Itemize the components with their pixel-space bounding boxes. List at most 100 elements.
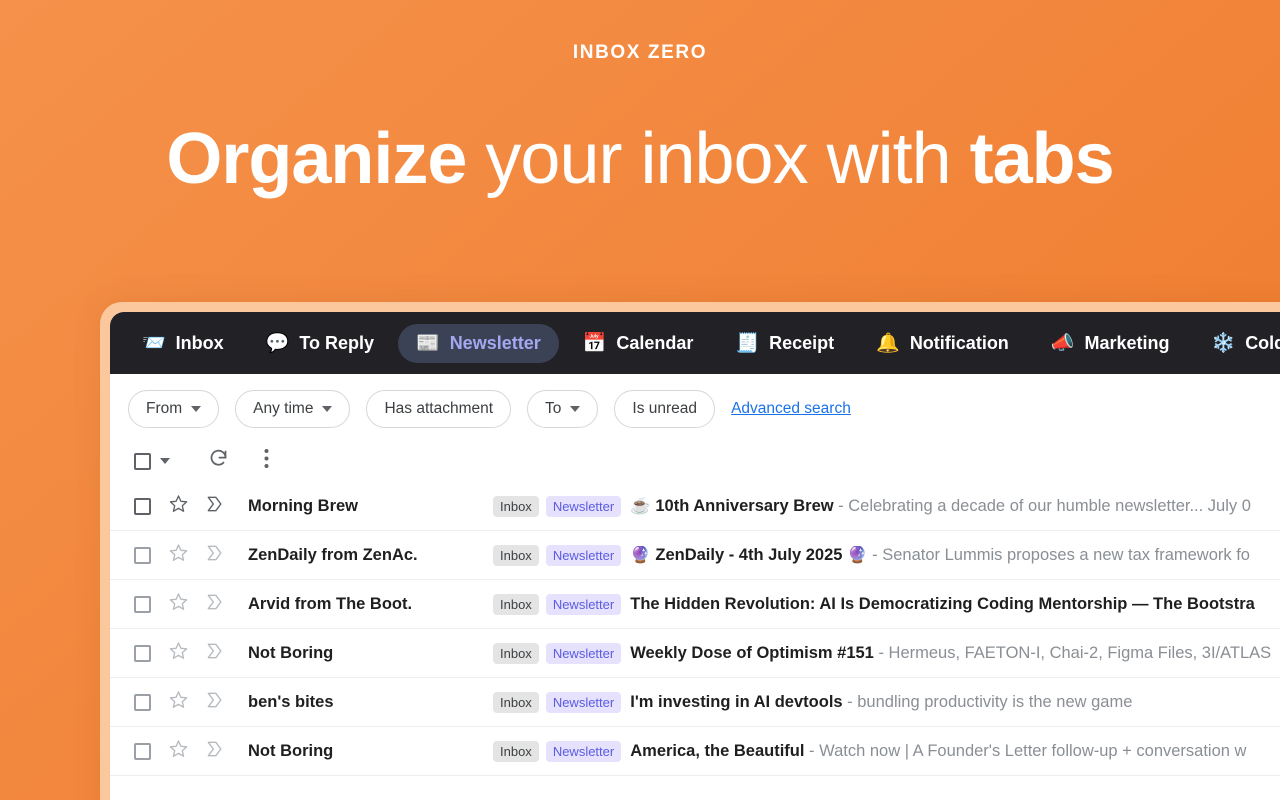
email-sender: Not Boring: [248, 741, 334, 760]
email-row-checkbox[interactable]: [134, 693, 151, 711]
email-row[interactable]: Not Boring Inbox Newsletter Weekly Dose of …: [110, 629, 1280, 678]
headline-emphasis-end: tabs: [969, 119, 1115, 199]
tab-label: Marketing: [1084, 332, 1170, 353]
filter-chip-is-unread[interactable]: Is unread: [614, 390, 716, 428]
email-row[interactable]: Morning Brew Inbox Newsletter ☕ 10th Annive…: [110, 482, 1280, 531]
bell-icon: 🔔: [876, 332, 900, 354]
tab-inbox[interactable]: 📨 Inbox: [124, 324, 242, 363]
chevron-down-icon: [570, 406, 581, 412]
email-subject-line: The Hidden Revolution: AI Is Democratizi…: [630, 595, 1280, 614]
label-chip-inbox[interactable]: Inbox: [493, 740, 539, 762]
important-marker-icon[interactable]: [205, 690, 225, 715]
star-icon[interactable]: [169, 494, 188, 518]
email-label-group: Inbox Newsletter: [493, 740, 622, 762]
advanced-search-link[interactable]: Advanced search: [731, 400, 851, 417]
label-chip-inbox[interactable]: Inbox: [493, 691, 539, 713]
headline-emphasis-start: Organize: [166, 119, 467, 199]
filter-chip-from[interactable]: From: [128, 390, 220, 428]
important-marker-icon[interactable]: [205, 494, 225, 519]
email-snippet: - Hermeus, FAETON-I, Chai-2, Figma Files…: [873, 643, 1272, 662]
snowflake-icon: ❄️: [1211, 332, 1236, 354]
tab-newsletter[interactable]: 📰 Newsletter: [398, 323, 559, 363]
star-icon[interactable]: [169, 592, 188, 616]
tab-notification[interactable]: 🔔 Notification: [858, 324, 1027, 363]
chevron-down-icon[interactable]: [160, 458, 170, 464]
email-sender: ben's bites: [248, 692, 334, 711]
chevron-down-icon: [322, 406, 333, 412]
tab-receipt[interactable]: 🧾 Receipt: [717, 324, 852, 363]
email-label-group: Inbox Newsletter: [493, 495, 622, 517]
label-chip-inbox[interactable]: Inbox: [493, 642, 539, 664]
email-row[interactable]: Arvid from The Boot. Inbox Newsletter The H…: [110, 580, 1280, 629]
email-snippet: - bundling productivity is the new game: [842, 692, 1133, 711]
star-icon[interactable]: [169, 739, 188, 763]
email-snippet: - Senator Lummis proposes a new tax fram…: [867, 545, 1250, 564]
email-list: Morning Brew Inbox Newsletter ☕ 10th Annive…: [110, 482, 1280, 776]
important-marker-icon[interactable]: [205, 592, 225, 617]
email-subject-line: ☕ 10th Anniversary Brew - Celebrating a …: [630, 497, 1280, 516]
label-chip-inbox[interactable]: Inbox: [493, 593, 539, 615]
label-chip-newsletter[interactable]: Newsletter: [545, 593, 622, 615]
label-chip-newsletter[interactable]: Newsletter: [545, 544, 622, 566]
tab-label: To Reply: [299, 332, 375, 353]
email-row-checkbox[interactable]: [134, 742, 151, 760]
filter-chip-has-attachment[interactable]: Has attachment: [366, 390, 512, 428]
list-action-toolbar: [110, 442, 1280, 482]
filter-chip-label: Is unread: [632, 400, 698, 417]
star-icon[interactable]: [169, 641, 188, 665]
label-chip-inbox[interactable]: Inbox: [493, 544, 539, 566]
tab-label: Cold Email: [1245, 332, 1280, 353]
email-row[interactable]: Not Boring Inbox Newsletter America, the Be…: [110, 727, 1280, 776]
email-label-group: Inbox Newsletter: [493, 642, 622, 664]
tab-label: Newsletter: [449, 332, 541, 353]
email-row-checkbox[interactable]: [134, 497, 151, 515]
email-row[interactable]: ZenDaily from ZenAc. Inbox Newsletter 🔮 Zen…: [110, 531, 1280, 580]
search-filter-bar: From Any time Has attachment To Is unread Ad…: [110, 374, 1280, 442]
email-subject: 🔮 ZenDaily - 4th July 2025 🔮: [630, 545, 868, 564]
app-window-frame: 📨 Inbox 💬 To Reply 📰 Newsletter 📅 Calendar 🧾 Rece…: [100, 302, 1280, 800]
tab-label: Inbox: [175, 332, 224, 353]
email-row-checkbox[interactable]: [134, 595, 151, 613]
select-all-checkbox[interactable]: [134, 452, 151, 470]
email-label-group: Inbox Newsletter: [493, 593, 622, 615]
email-row-checkbox[interactable]: [134, 644, 151, 662]
email-subject: Weekly Dose of Optimism #151: [630, 643, 874, 662]
chevron-down-icon: [191, 406, 202, 412]
label-chip-newsletter[interactable]: Newsletter: [545, 495, 622, 517]
tab-label: Receipt: [769, 332, 835, 353]
tab-marketing[interactable]: 📣 Marketing: [1033, 324, 1188, 363]
headline-middle: your inbox with: [466, 119, 970, 199]
email-subject-line: America, the Beautiful - Watch now | A F…: [630, 742, 1280, 761]
tab-cold-email[interactable]: ❄️ Cold Email: [1194, 324, 1280, 363]
important-marker-icon[interactable]: [205, 641, 225, 666]
filter-chip-label: Any time: [253, 400, 314, 417]
email-subject: The Hidden Revolution: AI Is Democratizi…: [630, 594, 1255, 613]
email-label-group: Inbox Newsletter: [493, 691, 622, 713]
star-icon[interactable]: [169, 690, 188, 714]
email-label-group: Inbox Newsletter: [493, 544, 622, 566]
star-icon[interactable]: [169, 543, 188, 567]
receipt-icon: 🧾: [735, 332, 760, 354]
refresh-icon[interactable]: [208, 448, 229, 474]
filter-chip-to[interactable]: To: [527, 390, 599, 428]
email-sender: ZenDaily from ZenAc.: [248, 545, 418, 564]
email-row-checkbox[interactable]: [134, 546, 151, 564]
email-subject-line: Weekly Dose of Optimism #151 - Hermeus, …: [630, 644, 1280, 663]
more-options-icon[interactable]: [264, 448, 269, 474]
email-snippet: - Watch now | A Founder's Letter follow-…: [804, 741, 1247, 760]
email-row[interactable]: ben's bites Inbox Newsletter I'm investing …: [110, 678, 1280, 727]
label-chip-newsletter[interactable]: Newsletter: [545, 740, 622, 762]
tab-calendar[interactable]: 📅 Calendar: [565, 324, 712, 363]
filter-chip-any-time[interactable]: Any time: [235, 390, 351, 428]
brand-eyebrow: INBOX ZERO: [572, 42, 708, 63]
tab-to-reply[interactable]: 💬 To Reply: [248, 324, 392, 363]
label-chip-newsletter[interactable]: Newsletter: [545, 691, 622, 713]
speech-balloon-icon: 💬: [265, 332, 290, 354]
label-chip-newsletter[interactable]: Newsletter: [545, 642, 622, 664]
hero-section: INBOX ZERO Organize your inbox with tabs: [0, 0, 1280, 197]
important-marker-icon[interactable]: [205, 543, 225, 568]
important-marker-icon[interactable]: [205, 739, 225, 764]
label-chip-inbox[interactable]: Inbox: [493, 495, 539, 517]
category-tabbar[interactable]: 📨 Inbox 💬 To Reply 📰 Newsletter 📅 Calendar 🧾 Rece…: [110, 312, 1280, 374]
calendar-icon: 📅: [582, 332, 607, 354]
